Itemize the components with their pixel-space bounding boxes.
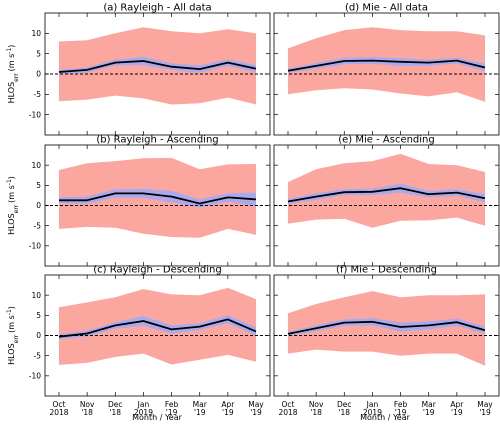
x-tick-label-year: '18 <box>310 408 322 417</box>
plot-area <box>45 287 270 365</box>
y-tick-label: -10 <box>29 372 41 381</box>
x-tick-label-month: Jan <box>366 400 379 409</box>
panel-3: (b) Rayleigh - Ascending 10 5 0 -5 -10 HLOSerr… <box>6 135 271 267</box>
panel-4: (e) Mie - Ascending <box>273 135 500 267</box>
x-tick-label-year: '19 <box>250 408 262 417</box>
y-tick-label: -5 <box>34 221 42 230</box>
x-tick-label-year: '19 <box>395 408 407 417</box>
y-tick-label: -10 <box>29 110 41 119</box>
x-tick-label-month: Apr <box>221 400 235 409</box>
x-tick-label-month: Mar <box>193 400 208 409</box>
x-axis-label-left: Month / Year <box>132 413 183 422</box>
x-tick-label-month: Feb <box>394 400 408 409</box>
mean-series-line <box>58 318 257 338</box>
inner-spread-band <box>59 56 256 74</box>
panel-title: (a) Rayleigh - All data <box>103 3 211 14</box>
y-axis-label-close: ) <box>7 176 16 179</box>
inner-spread-band <box>288 318 485 336</box>
y-tick-label: 10 <box>31 29 41 38</box>
panel-title: (d) Mie - All data <box>345 3 428 14</box>
x-tick-label-month: Apr <box>450 400 464 409</box>
y-tick-label: -10 <box>29 242 41 251</box>
plot-area <box>274 27 499 102</box>
y-axis-label: HLOSerr(m s-1) <box>6 306 20 365</box>
y-axis-label-sub: err <box>13 334 20 343</box>
y-tick-label: 5 <box>36 181 41 190</box>
x-tick-label-month: Oct <box>282 400 295 409</box>
y-tick-label: 5 <box>36 311 41 320</box>
x-tick-label-month: Nov <box>309 400 324 409</box>
y-axis-label-base: HLOS <box>7 213 16 235</box>
x-axis-label-right: Month / Year <box>360 413 411 422</box>
y-axis-label-units: (m s <box>7 315 16 333</box>
panel-6: (f) Mie - DescendingOct2018Nov'18Dec'18J… <box>273 265 500 417</box>
y-axis-label-exp: -1 <box>6 48 13 54</box>
panel-title: (f) Mie - Descending <box>336 265 437 276</box>
x-tick-label-month: Nov <box>80 400 95 409</box>
panel-5: (c) Rayleigh - Descending 10 5 0 -5 -10 HLOSer… <box>6 265 271 417</box>
x-tick-label-month: May <box>248 400 264 409</box>
panel-title: (c) Rayleigh - Descending <box>93 265 221 276</box>
x-tick-label-year: '19 <box>423 408 435 417</box>
x-tick-label-year: '19 <box>194 408 206 417</box>
inner-spread-band <box>288 183 485 204</box>
y-tick-label: -5 <box>34 90 42 99</box>
y-axis-label-sub: err <box>13 204 20 213</box>
panel-title: (b) Rayleigh - Ascending <box>96 135 218 146</box>
y-axis-label-units: (m s <box>7 54 16 72</box>
mean-series-line <box>287 59 486 72</box>
x-tick-label-month: Dec <box>108 400 123 409</box>
x-tick-label-year: 2019 <box>134 408 153 417</box>
plot-area <box>45 27 270 105</box>
inner-spread-band <box>288 57 485 73</box>
y-axis-label-exp: -1 <box>6 179 13 185</box>
x-tick-label-year: 2019 <box>363 408 382 417</box>
panel-2: (d) Mie - All data <box>273 3 500 136</box>
y-tick-label: 10 <box>31 161 41 170</box>
y-axis-label: HLOSerr(m s-1) <box>6 45 20 104</box>
plot-area <box>45 157 270 238</box>
y-axis-label-base: HLOS <box>7 343 16 365</box>
panel-title: (e) Mie - Ascending <box>338 135 435 146</box>
x-tick-label-month: Oct <box>53 400 66 409</box>
mean-series-line <box>58 60 257 73</box>
y-tick-label: 5 <box>36 49 41 58</box>
y-tick-label: 10 <box>31 291 41 300</box>
mean-series-line <box>287 187 486 203</box>
y-axis-label-close: ) <box>7 45 16 48</box>
x-tick-label-year: '18 <box>81 408 93 417</box>
y-axis-label-sub: err <box>13 73 20 82</box>
y-tick-label: -5 <box>34 351 42 360</box>
mean-series-line <box>59 192 257 205</box>
y-tick-label: 0 <box>36 201 41 210</box>
y-axis-label-base: HLOS <box>7 82 16 104</box>
mean-series-line <box>287 320 486 335</box>
x-tick-label-month: Dec <box>337 400 352 409</box>
x-tick-label-year: '18 <box>338 408 350 417</box>
plot-area <box>274 291 499 366</box>
panels-layer: (a) Rayleigh - All data1050-5-10HLOSerr(… <box>6 3 500 417</box>
x-tick-label-year: '19 <box>222 408 234 417</box>
y-axis-label-units: (m s <box>7 185 16 203</box>
y-axis-label: HLOSerr(m s-1) <box>6 176 20 235</box>
plot-area <box>274 153 499 228</box>
x-tick-label-year: '19 <box>451 408 463 417</box>
y-axis-label-close: ) <box>7 306 16 309</box>
y-tick-label: 0 <box>36 331 41 340</box>
x-tick-label-month: Mar <box>422 400 437 409</box>
inner-spread-band <box>59 315 256 340</box>
y-axis-label-exp: -1 <box>6 309 13 315</box>
x-tick-label-year: 2018 <box>278 408 297 417</box>
x-tick-label-year: '19 <box>479 408 491 417</box>
x-tick-label-month: Jan <box>137 400 150 409</box>
x-tick-label-year: '18 <box>109 408 121 417</box>
y-tick-label: 0 <box>36 70 41 79</box>
panel-1: (a) Rayleigh - All data 10 5 0 -5 -10 HLOSerr(… <box>6 3 271 136</box>
x-tick-label-year: 2018 <box>49 408 68 417</box>
x-tick-label-month: May <box>477 400 493 409</box>
x-tick-label-year: '19 <box>166 408 178 417</box>
x-tick-label-month: Feb <box>165 400 179 409</box>
outer-spread-band <box>288 291 485 366</box>
